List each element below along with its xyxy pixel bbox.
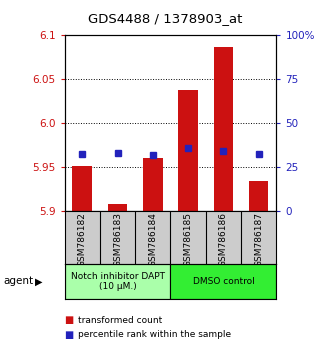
Bar <box>72 166 92 211</box>
Text: agent: agent <box>3 276 33 286</box>
Text: GSM786187: GSM786187 <box>254 212 263 267</box>
Text: ■: ■ <box>65 315 74 325</box>
Text: GSM786186: GSM786186 <box>219 212 228 267</box>
Text: GSM786182: GSM786182 <box>78 212 87 267</box>
Text: ▶: ▶ <box>35 276 42 286</box>
Bar <box>214 47 233 211</box>
Bar <box>65 264 170 299</box>
Text: percentile rank within the sample: percentile rank within the sample <box>78 330 231 339</box>
Bar <box>108 204 127 211</box>
Bar <box>170 264 276 299</box>
Text: DMSO control: DMSO control <box>193 277 254 286</box>
Text: transformed count: transformed count <box>78 316 162 325</box>
Bar <box>178 90 198 211</box>
Bar <box>249 181 268 211</box>
Text: GSM786183: GSM786183 <box>113 212 122 267</box>
Bar <box>143 158 163 211</box>
Text: Notch inhibitor DAPT
(10 μM.): Notch inhibitor DAPT (10 μM.) <box>71 272 165 291</box>
Text: GSM786185: GSM786185 <box>184 212 193 267</box>
Text: GSM786184: GSM786184 <box>148 212 157 267</box>
Text: GDS4488 / 1378903_at: GDS4488 / 1378903_at <box>88 12 243 25</box>
Text: ■: ■ <box>65 330 74 339</box>
